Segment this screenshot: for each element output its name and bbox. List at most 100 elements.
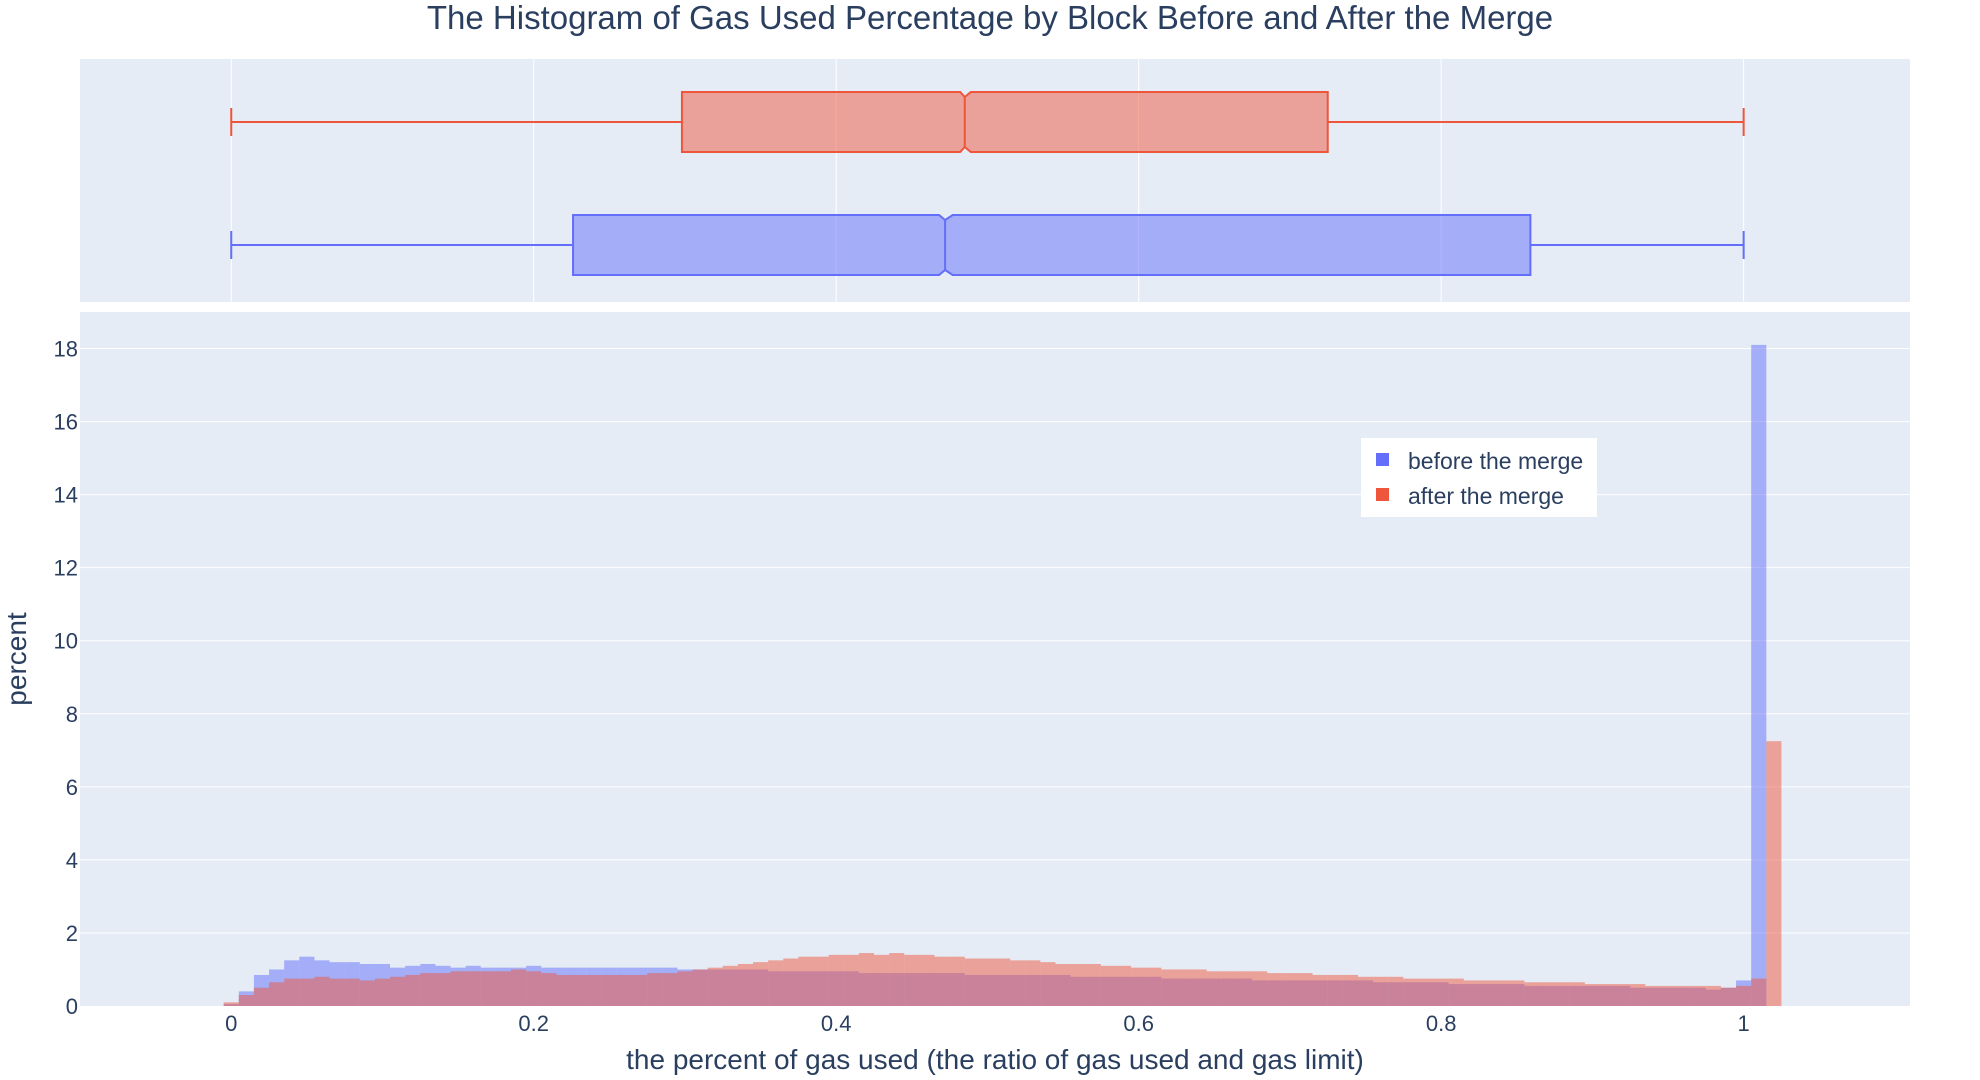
histogram-bar [677, 971, 693, 1006]
histogram-bar [919, 954, 935, 1006]
legend-swatch-after[interactable] [1376, 488, 1389, 501]
histogram-bar [1705, 985, 1721, 1006]
legend-label-before[interactable]: before the merge [1408, 448, 1583, 474]
histogram-bar [374, 978, 391, 1006]
histogram-bar [1599, 984, 1616, 1006]
histogram-bar [435, 973, 451, 1006]
histogram-bar [722, 965, 738, 1006]
histogram-bar [1554, 982, 1570, 1006]
histogram-bar [1312, 974, 1328, 1006]
x-tick-label: 1 [1738, 1011, 1750, 1036]
histogram-bar [253, 987, 270, 1006]
histogram-bar [1539, 982, 1555, 1006]
x-tick-label: 0 [225, 1011, 237, 1036]
x-tick-label: 0.6 [1123, 1011, 1154, 1036]
y-tick-label: 12 [54, 556, 78, 581]
histogram-bar [269, 982, 285, 1006]
histogram-bar [889, 953, 905, 1006]
histogram-bar [556, 974, 572, 1006]
histogram-bar [1252, 971, 1268, 1006]
x-tick-label: 0.2 [518, 1011, 549, 1036]
histogram-bar [601, 974, 617, 1006]
histogram-bar [495, 971, 512, 1006]
histogram-bar [238, 995, 254, 1006]
histogram-bar [1478, 980, 1495, 1006]
histogram-bar [480, 971, 496, 1006]
histogram-bar [1494, 980, 1510, 1006]
histogram-bar [1388, 976, 1404, 1006]
histogram-bar [526, 971, 542, 1006]
histogram-bar [798, 956, 814, 1006]
histogram-bar [1524, 982, 1540, 1006]
histogram-bars [223, 344, 1782, 1007]
legend-label-after[interactable]: after the merge [1408, 483, 1564, 509]
legend[interactable]: before the merge after the merge [1361, 438, 1597, 517]
histogram-bar [1146, 967, 1162, 1006]
histogram-bar [405, 974, 421, 1006]
histogram-bar [1403, 978, 1419, 1006]
histogram-bar [1433, 978, 1449, 1006]
histogram-bar [1025, 960, 1041, 1006]
histogram-bar [1584, 984, 1600, 1006]
histogram-bar [1282, 973, 1298, 1006]
boxplot-box-before [572, 214, 1532, 276]
y-tick-label: 4 [66, 848, 78, 873]
chart-title: The Histogram of Gas Used Percentage by … [427, 0, 1553, 36]
histogram-bar [1720, 987, 1737, 1006]
histogram-bar [284, 978, 300, 1006]
histogram-bar [1357, 976, 1374, 1006]
x-tick-label: 0.8 [1426, 1011, 1457, 1036]
histogram-bar [813, 956, 829, 1006]
histogram-bar [783, 958, 799, 1006]
histogram-bar [1176, 969, 1192, 1006]
histogram-bar [1070, 963, 1086, 1006]
y-tick-label: 10 [54, 629, 78, 654]
y-tick-label: 18 [54, 337, 78, 362]
histogram-bar [662, 973, 678, 1006]
histogram-bar [707, 967, 723, 1006]
histogram-bar [616, 974, 633, 1006]
histogram-bar [344, 978, 360, 1006]
histogram-bar [1131, 967, 1147, 1006]
histogram-bar [1509, 980, 1525, 1006]
histogram-bar [1448, 978, 1464, 1006]
histogram-gridlines [80, 348, 1910, 934]
histogram-bar [1342, 974, 1358, 1006]
y-tick-label: 14 [54, 483, 78, 508]
histogram-bar [995, 958, 1011, 1006]
histogram-bar [1675, 985, 1691, 1006]
histogram-bar [1161, 969, 1177, 1006]
histogram-bar [586, 974, 602, 1006]
histogram-bar [450, 971, 466, 1006]
histogram-bar [979, 958, 995, 1006]
histogram-bar [737, 963, 754, 1006]
histogram-bar [858, 953, 875, 1006]
histogram-panel [80, 312, 1910, 1006]
histogram-bar [768, 960, 784, 1006]
histogram-bar [329, 978, 345, 1006]
histogram-bar [692, 969, 708, 1006]
histogram-bar [1115, 965, 1132, 1006]
histogram-bar [934, 956, 950, 1006]
y-tick-label: 6 [66, 775, 78, 800]
histogram-bar [904, 954, 920, 1006]
histogram-bar [359, 980, 375, 1006]
histogram-bar [1751, 978, 1767, 1006]
y-axis-title: percent [1, 612, 32, 706]
histogram-bar [1630, 984, 1646, 1006]
histogram-bar [1221, 971, 1237, 1006]
histogram-bar [1327, 974, 1343, 1006]
x-tick-label: 0.4 [821, 1011, 852, 1036]
histogram-bar [1010, 960, 1026, 1006]
histogram-bar [1690, 985, 1706, 1006]
histogram-bar [390, 976, 406, 1006]
histogram-bar [1040, 962, 1056, 1006]
legend-swatch-before[interactable] [1376, 453, 1389, 466]
histogram-bar [299, 978, 315, 1006]
histogram-bar [949, 956, 965, 1006]
histogram-bar [314, 976, 330, 1006]
legend-background [1361, 438, 1597, 517]
histogram-bar [1751, 344, 1767, 1007]
